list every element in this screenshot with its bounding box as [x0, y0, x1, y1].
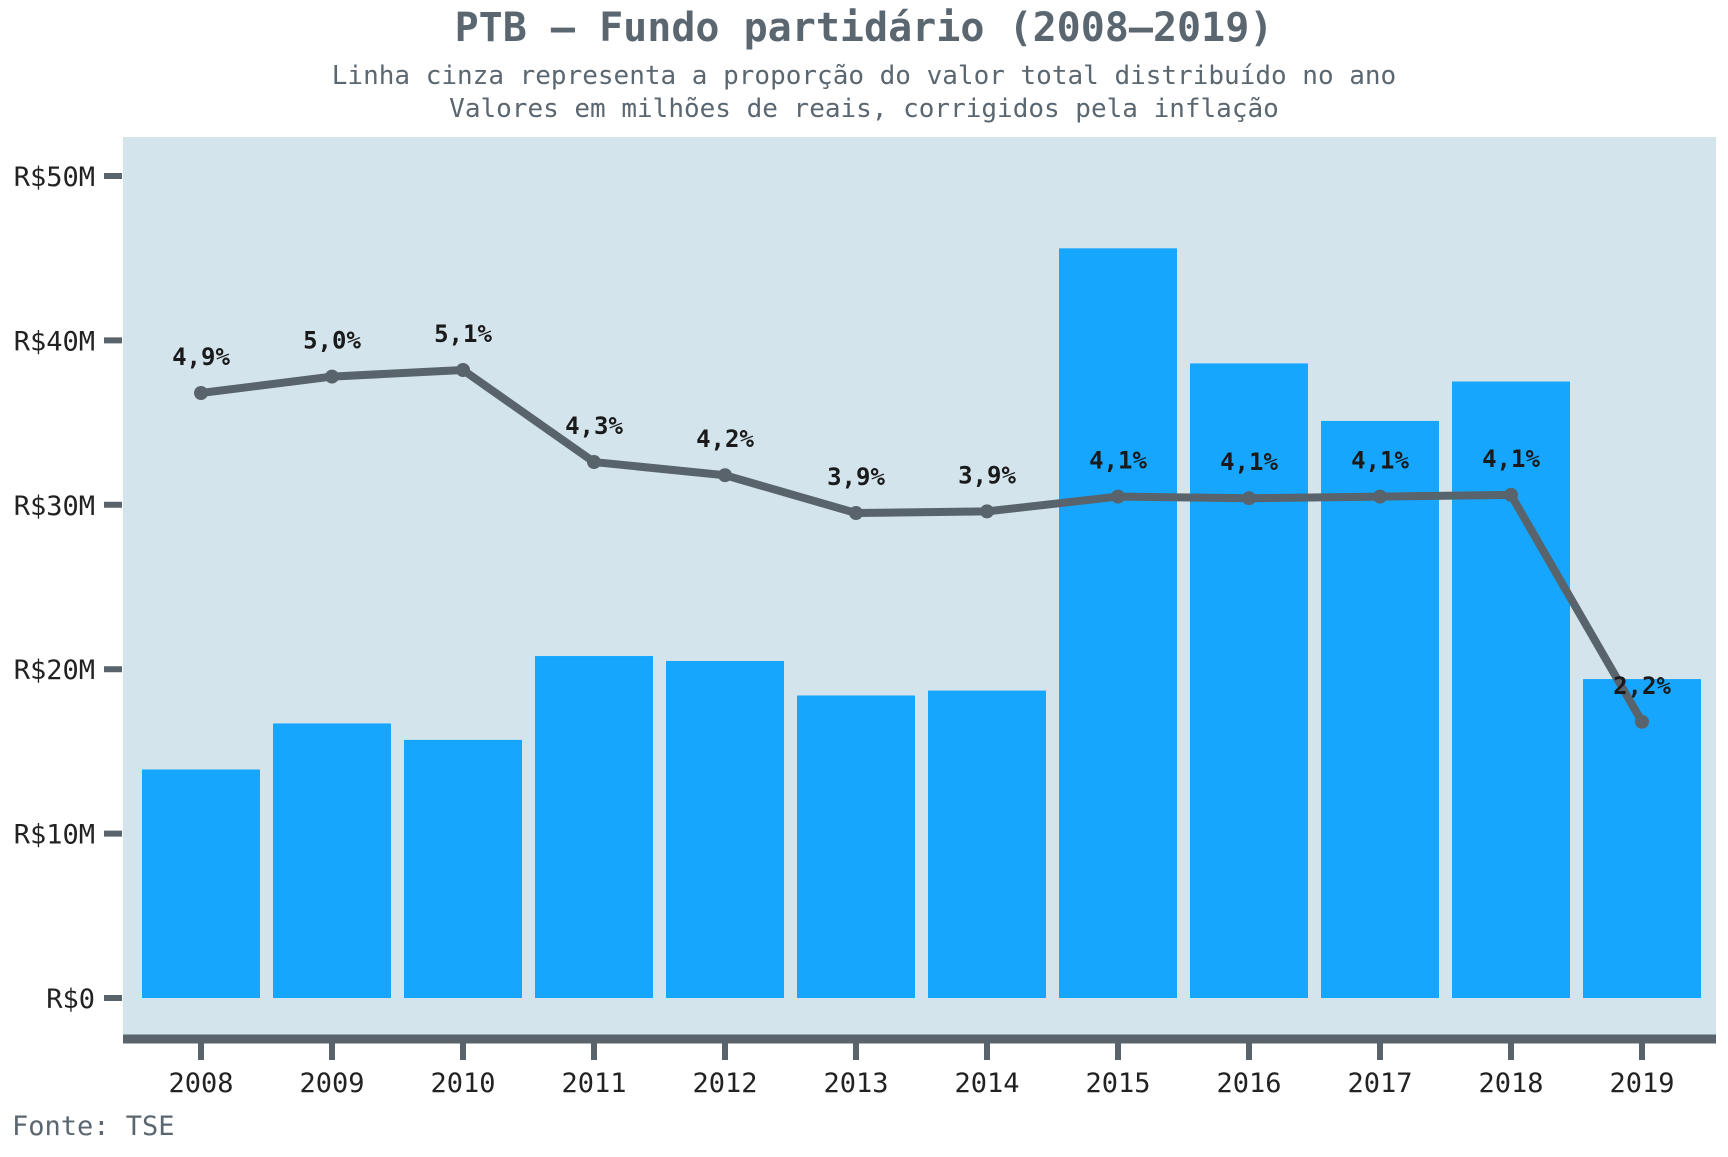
y-tick-label: R$30M: [14, 491, 95, 522]
y-tick-label: R$10M: [14, 820, 95, 851]
share-point-2015: [1111, 489, 1125, 504]
share-point-2013: [849, 506, 863, 521]
share-label-2013: 3,9%: [827, 463, 885, 491]
bar-2016: [1190, 363, 1308, 998]
share-label-2019: 2,2%: [1613, 672, 1671, 700]
share-label-2010: 5,1%: [434, 320, 492, 348]
y-tick-label: R$50M: [14, 162, 95, 193]
share-point-2016: [1242, 491, 1256, 506]
x-tick-label: 2008: [168, 1068, 233, 1099]
y-axis: R$0 R$10M R$20M R$30M R$40M R$50M: [14, 162, 122, 1015]
chart-title: PTB – Fundo partidário (2008–2019): [455, 5, 1274, 51]
bar-2018: [1452, 381, 1570, 998]
bar-2019: [1583, 679, 1701, 998]
share-point-2019: [1635, 714, 1649, 729]
source-note: Fonte: TSE: [12, 1111, 175, 1142]
x-tick-label: 2011: [561, 1068, 626, 1099]
bar-2013: [797, 695, 915, 998]
bars-layer: [142, 248, 1701, 998]
share-labels-layer: 4,9% 5,0% 5,1% 4,3% 4,2% 3,9% 3,9% 4,1% 4,1% 4,1%…: [172, 320, 1671, 700]
share-label-2017: 4,1%: [1351, 447, 1409, 475]
share-point-2012: [718, 468, 732, 483]
x-tick-label: 2010: [430, 1068, 495, 1099]
y-tick-label: R$40M: [14, 326, 95, 357]
share-label-2009: 5,0%: [303, 327, 361, 355]
bar-2008: [142, 769, 260, 998]
x-tick-label: 2009: [299, 1068, 364, 1099]
x-tick-label: 2015: [1085, 1068, 1150, 1099]
bar-2014: [928, 690, 1046, 998]
share-line: [200, 365, 1646, 724]
chart-subtitle-line-2: Valores em milhões de reais, corrigidos …: [449, 94, 1279, 124]
share-point-2011: [587, 455, 601, 470]
x-tick-label: 2018: [1478, 1068, 1543, 1099]
share-point-2008: [194, 386, 208, 401]
x-tick-label: 2013: [823, 1068, 888, 1099]
share-label-2008: 4,9%: [172, 343, 230, 371]
chart-subtitle-line-1: Linha cinza representa a proporção do va…: [332, 61, 1396, 91]
bar-2017: [1321, 420, 1439, 998]
y-tick-label: R$0: [46, 984, 95, 1015]
share-point-2017: [1373, 489, 1387, 504]
x-tick-label: 2014: [954, 1068, 1019, 1099]
bar-2011: [535, 656, 653, 998]
share-label-2018: 4,1%: [1482, 445, 1540, 473]
bar-2009: [273, 723, 391, 998]
bar-2010: [404, 739, 522, 998]
share-point-2018: [1504, 487, 1518, 502]
share-point-2010: [456, 362, 470, 377]
share-point-2014: [980, 504, 994, 519]
x-tick-label: 2019: [1609, 1068, 1674, 1099]
share-label-2016: 4,1%: [1220, 448, 1278, 476]
bar-2012: [666, 660, 784, 998]
share-line-layer: [194, 362, 1649, 729]
y-tick-label: R$20M: [14, 655, 95, 686]
x-tick-label: 2017: [1347, 1068, 1412, 1099]
share-label-2014: 3,9%: [958, 461, 1016, 489]
share-label-2015: 4,1%: [1089, 447, 1147, 475]
x-axis: 2008 2009 2010 2011 2012 2013 2014 2015 2016 2017…: [123, 1034, 1716, 1099]
x-tick-label: 2012: [692, 1068, 757, 1099]
bar-2015: [1059, 248, 1177, 998]
share-label-2012: 4,2%: [696, 425, 754, 453]
x-tick-label: 2016: [1216, 1068, 1281, 1099]
share-label-2011: 4,3%: [565, 412, 623, 440]
share-point-2009: [325, 369, 339, 384]
